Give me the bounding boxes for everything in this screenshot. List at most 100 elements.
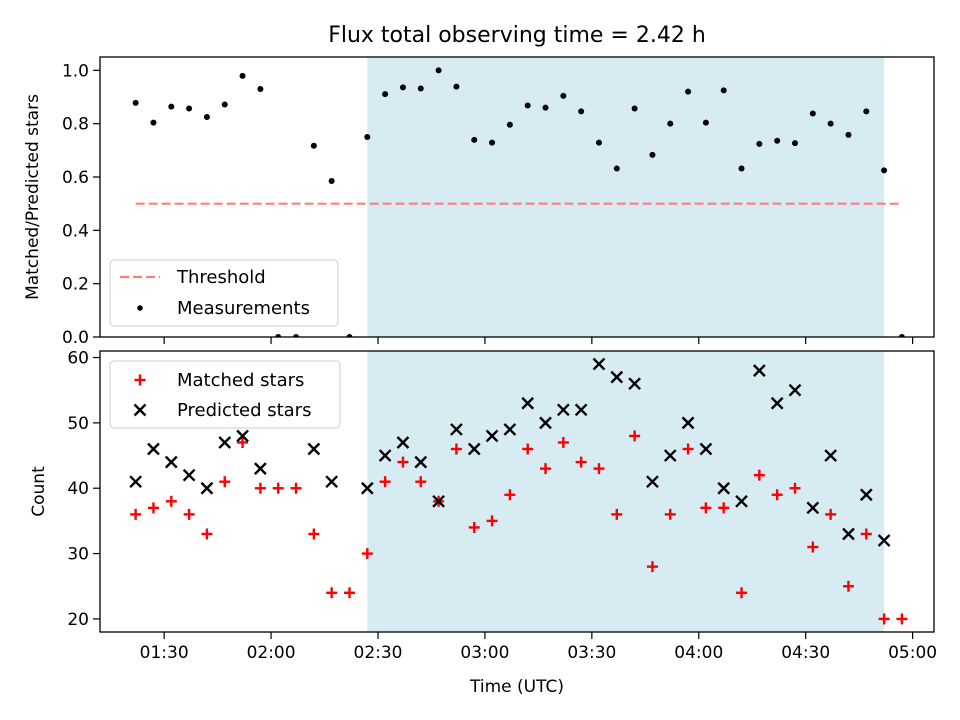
y-tick-label: 40 <box>67 479 89 499</box>
predicted-point-b <box>396 436 410 449</box>
matched-point <box>361 548 373 560</box>
predicted-point-b <box>788 383 802 397</box>
matched-point <box>753 469 765 481</box>
observing-span <box>367 351 885 632</box>
predicted-point <box>556 403 570 417</box>
matched-point <box>237 436 249 448</box>
x-tick-label: 03:00 <box>460 643 509 663</box>
predicted-point-b <box>824 449 837 462</box>
measurement-point <box>667 120 674 127</box>
axes-frame <box>99 56 935 338</box>
predicted-point-b <box>236 429 249 443</box>
predicted-point-b <box>325 475 339 489</box>
predicted-point-b <box>147 442 160 456</box>
matched-point <box>629 430 641 442</box>
y-tick-label: 20 <box>67 610 89 630</box>
measurement-point <box>595 139 602 146</box>
measurement-point <box>346 334 353 337</box>
legend-predicted-swatch-b <box>133 403 147 417</box>
predicted-point <box>147 442 160 456</box>
measurement-point <box>168 103 175 110</box>
predicted-point-b <box>770 396 784 410</box>
matched-point <box>860 528 872 540</box>
legend-threshold-label: Threshold <box>176 267 266 288</box>
predicted-point <box>182 468 196 482</box>
predicted-point <box>360 481 374 495</box>
predicted-point-b <box>628 377 641 391</box>
matched-point <box>789 482 801 494</box>
predicted-point <box>610 370 624 384</box>
measurement-point <box>221 101 228 108</box>
measurement-point <box>542 104 549 111</box>
matched-point <box>183 508 195 520</box>
measurement-point <box>506 121 513 128</box>
observing-span <box>367 57 885 337</box>
matched-point <box>646 561 658 573</box>
predicted-point <box>824 449 837 462</box>
measurement-point <box>792 140 798 147</box>
matched-point <box>165 495 177 507</box>
measurement-point <box>293 334 300 337</box>
y-tick-label: 0.4 <box>62 221 89 241</box>
predicted-point-b <box>467 442 481 456</box>
predicted-point-b <box>307 442 321 456</box>
y-tick-label: 1.0 <box>62 61 89 81</box>
matched-point <box>379 476 391 488</box>
matched-point <box>682 443 694 455</box>
predicted-point <box>485 429 499 443</box>
predicted-point <box>539 416 552 430</box>
matched-point <box>326 587 338 599</box>
predicted-point-b <box>450 423 463 436</box>
predicted-point-b <box>360 481 374 495</box>
measurement-point <box>845 131 852 138</box>
measurement-point <box>150 119 157 126</box>
predicted-point <box>236 429 249 443</box>
predicted-point-b <box>753 364 766 377</box>
predicted-point <box>200 481 214 495</box>
predicted-point-b <box>539 416 552 430</box>
predicted-point-b <box>574 403 588 417</box>
predicted-point <box>699 442 713 456</box>
matched-point <box>468 521 480 533</box>
predicted-point <box>254 462 267 475</box>
predicted-point <box>432 494 445 508</box>
predicted-point <box>414 455 428 469</box>
measurement-point <box>649 151 656 158</box>
predicted-point-b <box>735 494 748 508</box>
predicted-point <box>859 488 873 502</box>
top-legend: Threshold Measurements <box>109 259 339 327</box>
measurement-point <box>685 88 692 95</box>
matched-point <box>575 456 587 468</box>
predicted-point <box>628 377 641 391</box>
legend-matched-swatch <box>134 374 146 386</box>
measurement-point <box>417 85 424 92</box>
measurement-point <box>310 142 317 149</box>
measurement-point <box>524 102 531 109</box>
bottom-panel: 20 30 40 50 60 01:30 02:00 02:30 03:00 03:30 04:00… <box>29 349 937 697</box>
predicted-point-b <box>663 449 677 462</box>
measurement-point <box>702 119 709 126</box>
predicted-point <box>592 357 606 371</box>
matched-point <box>540 463 552 475</box>
measurement-point <box>898 334 905 337</box>
legend-measurements-swatch <box>137 305 143 311</box>
predicted-point-b <box>432 494 445 508</box>
top-panel: 0.0 0.2 0.4 0.6 0.8 1.0 Matched/Predicted star… <box>23 56 935 348</box>
matched-point <box>664 508 676 520</box>
matched-point <box>825 508 837 520</box>
predicted-point <box>646 475 659 489</box>
predicted-point <box>521 396 535 410</box>
matched-point <box>878 613 890 625</box>
measurement-point <box>453 83 460 90</box>
measurement-point <box>827 120 834 127</box>
predicted-point <box>842 527 855 541</box>
top-y-axis-label: Matched/Predicted stars <box>23 94 43 300</box>
matched-point <box>771 489 783 501</box>
predicted-point <box>450 423 463 436</box>
predicted-point-b <box>254 462 267 475</box>
predicted-point-b <box>699 442 713 456</box>
legend-box <box>109 360 341 429</box>
measurement-point <box>364 134 371 140</box>
legend-matched-label: Matched stars <box>177 370 304 391</box>
measurement-point <box>720 87 727 94</box>
